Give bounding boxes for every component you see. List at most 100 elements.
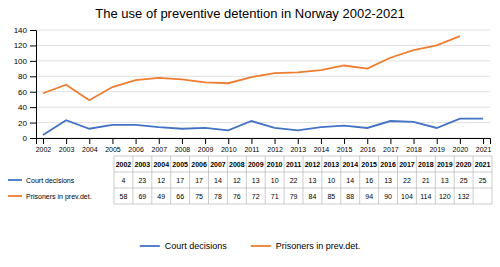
table-rule bbox=[246, 156, 247, 204]
table-header: 2003 bbox=[135, 161, 151, 168]
table-header: 2002 bbox=[116, 161, 132, 168]
table-rule bbox=[473, 156, 474, 204]
table-cell: 120 bbox=[439, 193, 451, 200]
y-tick: 20 bbox=[18, 119, 36, 128]
table-rule bbox=[359, 156, 360, 204]
table-rule bbox=[492, 156, 493, 204]
x-tick: 2010 bbox=[221, 138, 237, 153]
x-tick-label: 2015 bbox=[337, 146, 353, 153]
chart: The use of preventive detention in Norwa… bbox=[0, 0, 500, 267]
y-tick: 60 bbox=[18, 88, 36, 97]
x-tick: 2012 bbox=[267, 138, 283, 153]
table-rule bbox=[151, 156, 152, 204]
table-cell: 49 bbox=[157, 193, 165, 200]
x-tick-label: 2014 bbox=[314, 146, 330, 153]
x-tick-label: 2020 bbox=[453, 146, 469, 153]
y-axis-line bbox=[30, 31, 37, 139]
x-tick-label: 2017 bbox=[383, 146, 399, 153]
x-tick-label: 2011 bbox=[244, 146, 259, 153]
table-rule bbox=[378, 156, 379, 204]
table-cell: 84 bbox=[309, 193, 317, 200]
legend-item: Prisoners in prev.det. bbox=[251, 241, 360, 251]
x-axis-line bbox=[37, 139, 491, 145]
table-cell: 90 bbox=[384, 193, 392, 200]
table-rule bbox=[227, 156, 228, 204]
x-tick-label: 2006 bbox=[128, 146, 144, 153]
x-tick: 2018 bbox=[406, 138, 422, 153]
x-tick-mark bbox=[344, 138, 345, 144]
x-tick-mark bbox=[112, 138, 113, 144]
x-tick-mark bbox=[367, 138, 368, 144]
table-header: 2005 bbox=[172, 161, 188, 168]
table-rule bbox=[454, 156, 455, 204]
table-cell: 16 bbox=[365, 177, 373, 184]
table-cell: 88 bbox=[346, 193, 354, 200]
x-tick-mark bbox=[460, 138, 461, 144]
table-cell: 17 bbox=[195, 177, 203, 184]
x-tick: 2007 bbox=[151, 138, 167, 153]
table-header: 2006 bbox=[191, 161, 207, 168]
y-tick-mark bbox=[30, 76, 36, 77]
x-tick-label: 2013 bbox=[290, 146, 306, 153]
y-tick-mark bbox=[30, 30, 36, 31]
table-rule bbox=[416, 156, 417, 204]
grid-line bbox=[36, 122, 490, 123]
x-tick-label: 2012 bbox=[267, 146, 283, 153]
table-header: 2013 bbox=[324, 161, 340, 168]
x-tick-label: 2007 bbox=[151, 146, 167, 153]
table-rule bbox=[321, 156, 322, 204]
grid-line bbox=[36, 30, 490, 31]
legend-swatch bbox=[140, 245, 160, 247]
table-rule bbox=[340, 156, 341, 204]
x-tick: 2021 bbox=[476, 138, 492, 153]
y-tick: 120 bbox=[14, 41, 36, 50]
table-rule bbox=[284, 156, 285, 204]
x-tick-mark bbox=[275, 138, 276, 144]
table-rule bbox=[208, 156, 209, 204]
x-tick: 2008 bbox=[175, 138, 191, 153]
x-tick-mark bbox=[205, 138, 206, 144]
table-header: 2011 bbox=[286, 161, 301, 168]
table-cell: 21 bbox=[422, 177, 430, 184]
table-cell: 69 bbox=[138, 193, 146, 200]
table-cell: 14 bbox=[214, 177, 222, 184]
table-cell: 75 bbox=[195, 193, 203, 200]
table-cell: 71 bbox=[271, 193, 279, 200]
x-tick-mark bbox=[182, 138, 183, 144]
x-tick-label: 2005 bbox=[105, 146, 121, 153]
y-tick-mark bbox=[30, 92, 36, 93]
x-tick: 2019 bbox=[429, 138, 445, 153]
table-row-label: Prisoners in prev.det. bbox=[26, 193, 92, 201]
x-tick: 2014 bbox=[314, 138, 330, 153]
x-tick-label: 2021 bbox=[476, 146, 492, 153]
x-tick-mark bbox=[251, 138, 252, 144]
table-cell: 104 bbox=[401, 193, 413, 200]
y-tick-label: 60 bbox=[18, 88, 27, 97]
table-cell: 58 bbox=[120, 193, 128, 200]
table-row-label: Court decisions bbox=[26, 177, 75, 184]
table-rule bbox=[114, 156, 115, 204]
table-cell: 17 bbox=[176, 177, 184, 184]
table-cell: 132 bbox=[458, 193, 470, 200]
x-tick-label: 2009 bbox=[198, 146, 214, 153]
x-tick-mark bbox=[321, 138, 322, 144]
grid bbox=[36, 30, 490, 138]
table-header: 2008 bbox=[229, 161, 245, 168]
y-axis: 020406080100120140 bbox=[14, 26, 37, 143]
x-tick-mark bbox=[414, 138, 415, 144]
table-rule bbox=[397, 156, 398, 204]
grid-line bbox=[36, 107, 490, 108]
y-tick: 0 bbox=[23, 134, 36, 143]
y-tick-mark bbox=[30, 107, 36, 108]
table-cell: 76 bbox=[233, 193, 241, 200]
y-tick-mark bbox=[30, 45, 36, 46]
x-tick-mark bbox=[298, 138, 299, 144]
table-cell: 10 bbox=[271, 177, 279, 184]
table-header: 2004 bbox=[153, 161, 169, 168]
table-cell: 94 bbox=[365, 193, 373, 200]
x-axis: 2002200320042005200620072008200920102011… bbox=[36, 138, 492, 153]
table-header: 2020 bbox=[456, 161, 472, 168]
x-tick-mark bbox=[390, 138, 391, 144]
x-tick-mark bbox=[437, 138, 438, 144]
legend-label: Court decisions bbox=[165, 241, 228, 251]
